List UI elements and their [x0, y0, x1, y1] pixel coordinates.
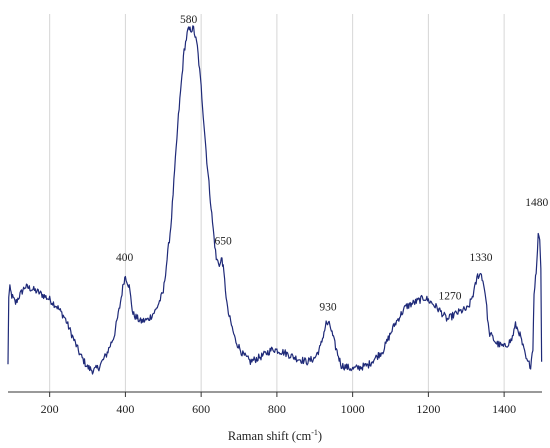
x-axis-ticks: 200 400 600 800 1000 1200 1400 [41, 392, 516, 416]
peak-label: 580 [180, 14, 198, 26]
peak-annotations: 580 400 650 930 1270 1330 1480 [116, 14, 548, 313]
peak-label: 400 [116, 252, 134, 264]
x-axis-title-suffix: ) [318, 429, 322, 443]
x-tick-label: 400 [116, 402, 134, 416]
x-axis-title-superscript: -1 [311, 428, 318, 437]
x-axis-title-main: Raman shift (cm [228, 429, 312, 443]
peak-label: 1270 [438, 290, 461, 302]
x-tick-label: 600 [192, 402, 210, 416]
x-tick-label: 1200 [416, 402, 440, 416]
peak-label: 930 [319, 301, 337, 313]
series-line [7, 25, 543, 375]
x-axis-title: Raman shift (cm-1) [228, 428, 322, 443]
x-tick-label: 800 [268, 402, 286, 416]
x-tick-label: 1000 [341, 402, 365, 416]
vertical-grid-lines [49, 14, 505, 392]
peak-label: 1330 [470, 252, 493, 264]
peak-label: 650 [214, 236, 232, 248]
x-tick-label: 200 [41, 402, 59, 416]
peak-label: 1480 [525, 197, 548, 209]
x-tick-label: 1400 [492, 402, 516, 416]
